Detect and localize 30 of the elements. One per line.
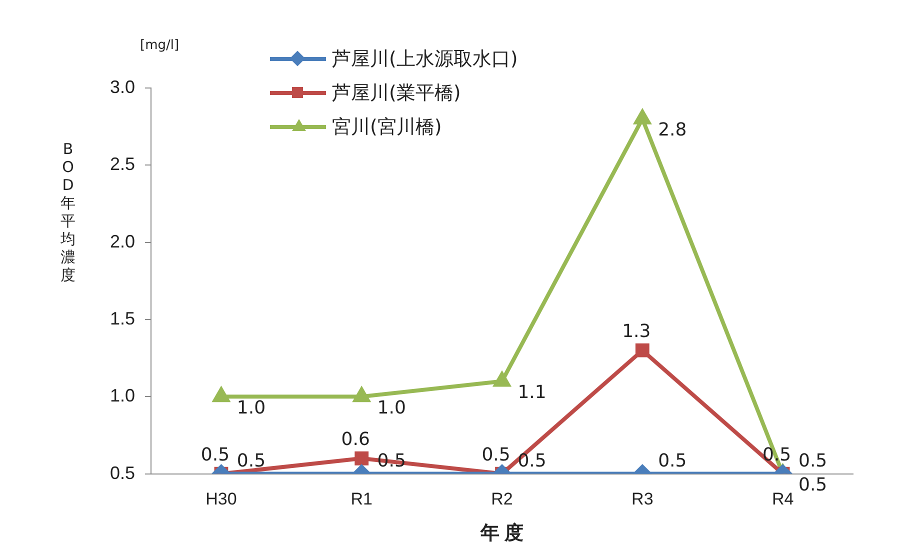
data-label: 0.5: [200, 444, 230, 466]
y-tick-label: 3.0: [110, 76, 136, 97]
y-tick-label: 1.5: [110, 308, 136, 328]
data-label: 0.5: [798, 474, 828, 496]
legend-label: 宮川(宮川橋): [332, 115, 442, 140]
data-label: 0.5: [798, 450, 828, 472]
y-tick-label: 0.5: [110, 462, 136, 483]
y-tick-label: 2.5: [110, 154, 136, 174]
data-label: 1.1: [518, 382, 546, 403]
data-label: 0.5: [518, 450, 546, 472]
data-label: 0.5: [658, 450, 687, 472]
y-tick-label: 1.0: [110, 386, 136, 406]
data-label: 0.5: [236, 450, 266, 472]
data-label: 0.6: [341, 429, 370, 450]
legend-label: 芦屋川(上水源取水口): [332, 47, 518, 72]
y-tick-label: 2.0: [110, 231, 136, 252]
x-tick-label: R1: [350, 490, 372, 509]
x-tick-label: H30: [206, 490, 237, 509]
data-label: 0.5: [482, 444, 510, 466]
data-label: 1.0: [377, 397, 406, 418]
x-tick-label: R3: [632, 490, 654, 509]
x-tick-label: R2: [491, 490, 513, 509]
legend-label: 芦屋川(業平橋): [332, 81, 461, 106]
x-axis-title: 年 度: [479, 522, 524, 544]
x-tick-label: R4: [772, 490, 794, 509]
data-label: 2.8: [658, 120, 687, 141]
text: [mg/l]: [140, 38, 180, 53]
y-axis-title: BOD年平均濃度: [60, 140, 76, 284]
data-label: 1.3: [622, 321, 651, 342]
data-label: 1.0: [236, 397, 266, 418]
